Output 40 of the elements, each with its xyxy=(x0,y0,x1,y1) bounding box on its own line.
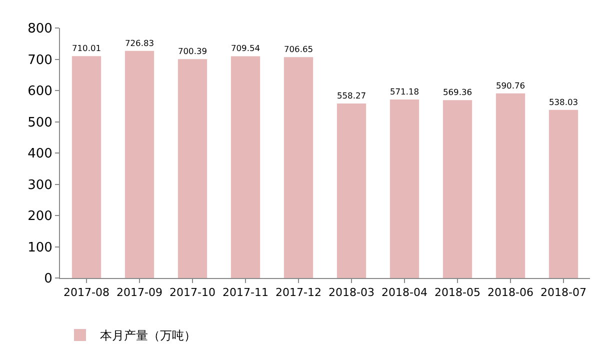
bar xyxy=(124,50,154,278)
bar xyxy=(442,100,472,278)
x-tick-label: 2017-09 xyxy=(116,286,162,300)
bar xyxy=(230,56,260,278)
bar xyxy=(548,110,578,278)
x-tick-label: 2017-08 xyxy=(64,286,110,300)
bar xyxy=(284,57,314,278)
data-label: 706.65 xyxy=(284,44,314,54)
x-tick-label: 2017-12 xyxy=(276,286,322,300)
x-tick-label: 2017-11 xyxy=(222,286,268,300)
y-tick-label: 700 xyxy=(28,52,52,68)
data-label: 726.83 xyxy=(124,38,154,48)
y-tick-label: 100 xyxy=(28,240,52,256)
bar xyxy=(496,93,526,278)
y-tick-label: 0 xyxy=(44,272,52,287)
data-label: 558.27 xyxy=(336,90,366,100)
x-tick-label: 2018-06 xyxy=(488,286,534,300)
bar xyxy=(390,100,420,278)
y-tick-label: 500 xyxy=(28,115,52,130)
data-label: 700.39 xyxy=(178,46,208,56)
y-tick-label: 200 xyxy=(28,209,52,224)
x-tick-label: 2018-04 xyxy=(382,286,428,300)
data-label: 538.03 xyxy=(548,96,578,107)
x-tick-label: 2017-10 xyxy=(170,286,216,300)
bar xyxy=(72,56,102,278)
data-label: 709.54 xyxy=(230,43,260,54)
y-tick-label: 800 xyxy=(28,22,52,37)
y-tick-label: 600 xyxy=(28,84,52,100)
legend-label: 本月产量（万吨） xyxy=(100,328,196,343)
data-label: 569.36 xyxy=(442,86,472,97)
data-label: 590.76 xyxy=(496,80,526,90)
bar xyxy=(336,104,366,278)
x-tick-label: 2018-03 xyxy=(328,286,374,300)
x-tick-label: 2018-05 xyxy=(434,286,480,300)
x-tick-label: 2018-07 xyxy=(540,286,586,300)
y-tick-label: 400 xyxy=(28,146,52,162)
data-label: 710.01 xyxy=(72,43,102,54)
y-tick-label: 300 xyxy=(28,178,52,193)
bar xyxy=(178,59,208,278)
data-label: 571.18 xyxy=(390,86,420,96)
